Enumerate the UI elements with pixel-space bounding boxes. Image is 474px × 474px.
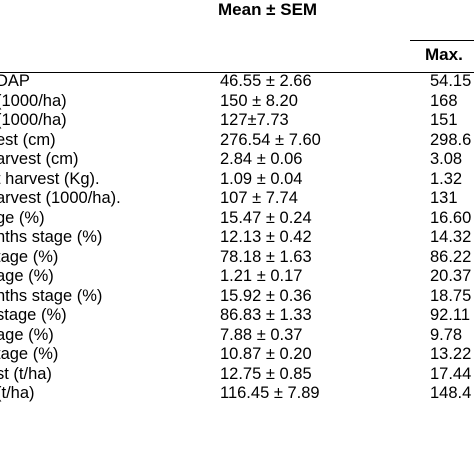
parameter-cell: (1000/ha) — [0, 111, 67, 129]
max-cell: 148.4 — [430, 384, 472, 402]
table-row: age (%) 1.21 ± 0.17 20.37 — [0, 267, 474, 287]
parameter-cell: t harvest (Kg). — [0, 169, 100, 188]
parameter-cell: tage (%) — [0, 247, 59, 266]
table-row: arvest (cm) 2.84 ± 0.06 3.08 — [0, 150, 474, 170]
table-row: (1000/ha) 127±7.73 151 — [0, 111, 474, 131]
mean-cell: 2.84 ± 0.06 — [220, 150, 303, 168]
max-cell: 17.44 — [430, 364, 472, 383]
max-cell: 298.6 — [430, 130, 472, 149]
parameter-cell: est (cm) — [0, 130, 56, 149]
table-row: t harvest (Kg). 1.09 ± 0.04 1.32 — [0, 170, 474, 190]
table-row: nths stage (%) 12.13 ± 0.42 14.32 — [0, 228, 474, 248]
table-row: ge (%) 15.47 ± 0.24 16.60 — [0, 209, 474, 229]
parameter-cell: arvest (cm) — [0, 150, 79, 168]
table-body: DAP 46.55 ± 2.66 54.15 (1000/ha) 150 ± 8… — [0, 72, 474, 404]
parameter-cell: arvest (1000/ha). — [0, 189, 121, 207]
parameter-cell: nths stage (%) — [0, 286, 103, 305]
max-cell: 16.60 — [430, 208, 472, 227]
parameter-cell: age (%) — [0, 325, 54, 344]
header-max: Max. — [425, 45, 463, 64]
table-row: arvest (1000/ha). 107 ± 7.74 131 — [0, 189, 474, 209]
table-row: (1000/ha) 150 ± 8.20 168 — [0, 92, 474, 112]
mean-cell: 78.18 ± 1.63 — [220, 247, 312, 266]
max-cell: 86.22 — [430, 247, 472, 266]
parameter-cell: ge (%) — [0, 208, 45, 227]
max-cell: 18.75 — [430, 286, 472, 305]
mean-cell: 15.47 ± 0.24 — [220, 208, 312, 227]
mean-cell: 276.54 ± 7.60 — [220, 130, 321, 149]
mean-cell: 116.45 ± 7.89 — [220, 384, 320, 402]
max-cell: 3.08 — [430, 150, 463, 168]
parameter-cell: age (%) — [0, 267, 54, 285]
max-cell: 54.15 — [430, 72, 472, 90]
mean-cell: 86.83 ± 1.33 — [220, 306, 312, 324]
max-cell: 92.11 — [430, 306, 471, 324]
table-row: est (cm) 276.54 ± 7.60 298.6 — [0, 131, 474, 151]
table-row: stage (%) 86.83 ± 1.33 92.11 — [0, 306, 474, 326]
table-row: age (%) 7.88 ± 0.37 9.78 — [0, 326, 474, 346]
parameter-cell: (1000/ha) — [0, 91, 67, 110]
max-cell: 9.78 — [430, 325, 463, 344]
max-cell: 168 — [430, 91, 458, 110]
max-cell: 13.22 — [430, 345, 472, 363]
table-row: nths stage (%) 15.92 ± 0.36 18.75 — [0, 287, 474, 307]
max-cell: 14.32 — [430, 228, 472, 246]
parameter-cell: nths stage (%) — [0, 228, 103, 246]
table-row: tage (%) 10.87 ± 0.20 13.22 — [0, 345, 474, 365]
mean-cell: 12.13 ± 0.42 — [220, 228, 312, 246]
mean-cell: 10.87 ± 0.20 — [220, 345, 312, 363]
mean-cell: 12.75 ± 0.85 — [220, 364, 312, 383]
header-rule — [410, 40, 474, 41]
header-bottom-rule — [0, 72, 474, 73]
mean-cell: 150 ± 8.20 — [220, 91, 298, 110]
parameter-cell: (t/ha) — [0, 384, 35, 402]
mean-cell: 7.88 ± 0.37 — [220, 325, 303, 344]
header-mean-sem: Mean ± SEM — [218, 0, 318, 19]
table-row: (t/ha) 116.45 ± 7.89 148.4 — [0, 384, 474, 404]
table-row: tage (%) 78.18 ± 1.63 86.22 — [0, 248, 474, 268]
max-cell: 131 — [430, 189, 458, 207]
parameter-cell: stage (%) — [0, 306, 67, 324]
mean-cell: 1.09 ± 0.04 — [220, 169, 303, 188]
max-cell: 1.32 — [430, 169, 463, 188]
table-row: st (t/ha) 12.75 ± 0.85 17.44 — [0, 365, 474, 385]
mean-cell: 15.92 ± 0.36 — [220, 286, 312, 305]
mean-cell: 46.55 ± 2.66 — [220, 72, 312, 90]
parameter-cell: DAP — [0, 72, 30, 90]
parameter-cell: tage (%) — [0, 345, 59, 363]
parameter-cell: st (t/ha) — [0, 364, 52, 383]
mean-cell: 107 ± 7.74 — [220, 189, 298, 207]
max-cell: 151 — [430, 111, 458, 129]
mean-cell: 1.21 ± 0.17 — [220, 267, 303, 285]
mean-cell: 127±7.73 — [220, 111, 289, 129]
table-row: DAP 46.55 ± 2.66 54.15 — [0, 72, 474, 92]
max-cell: 20.37 — [430, 267, 472, 285]
